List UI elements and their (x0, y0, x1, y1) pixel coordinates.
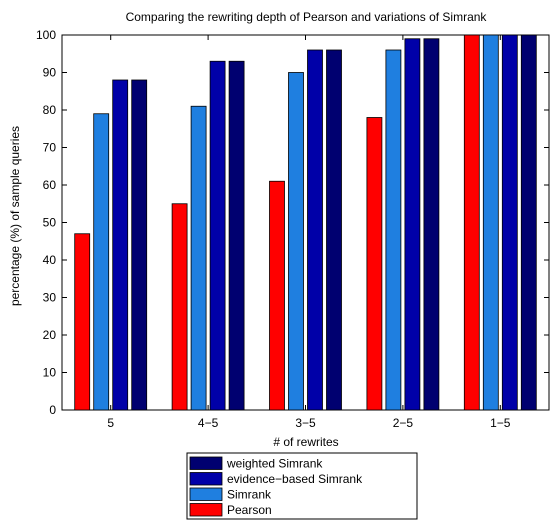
x-tick-label: 5 (107, 416, 114, 430)
bar-pearson-2 (171, 203, 188, 411)
y-axis-label: percentage (%) of sample queries (8, 126, 22, 306)
bar-evidence-based-simrank-5 (501, 34, 518, 411)
x-tick-label: 3−5 (295, 416, 316, 430)
bar-evidence-based-simrank-4 (404, 38, 421, 411)
bar-simrank-4 (385, 49, 402, 411)
bar-weighted-simrank-3 (326, 49, 342, 411)
y-tick-label: 70 (43, 141, 57, 155)
bar-simrank-3 (288, 72, 304, 411)
legend-swatch (189, 503, 223, 517)
y-tick-label: 60 (43, 178, 57, 192)
y-tick-label: 100 (36, 28, 56, 42)
y-tick-label: 80 (43, 103, 57, 117)
y-tick-label: 0 (49, 403, 56, 417)
plot-area: 0 10 20 30 40 50 60 70 80 90 100 5 4−5 3−5 2−5 1−5 (36, 28, 550, 430)
bar-simrank-1 (93, 113, 110, 411)
bar-evidence-based-simrank-2 (209, 60, 226, 411)
bar-pearson-3 (269, 180, 285, 411)
bar-pearson-4 (366, 117, 383, 411)
legend-label: evidence−based Simrank (227, 472, 363, 486)
y-tick-label: 90 (43, 66, 57, 80)
x-axis-label: # of rewrites (273, 435, 338, 449)
y-tick-label: 50 (43, 216, 57, 230)
x-tick-label: 1−5 (490, 416, 511, 430)
x-tick-label: 2−5 (393, 416, 414, 430)
bar-evidence-based-simrank-1 (112, 79, 129, 411)
chart-title: Comparing the rewriting depth of Pearson… (126, 10, 488, 24)
legend-label: Pearson (227, 503, 272, 517)
y-tick-label: 30 (43, 291, 57, 305)
legend-swatch (189, 456, 223, 470)
bar-weighted-simrank-4 (423, 38, 440, 411)
legend-label: Simrank (227, 488, 272, 502)
y-tick-label: 10 (43, 366, 57, 380)
legend-label: weighted Simrank (226, 457, 323, 471)
legend-swatch (189, 472, 223, 486)
bar-pearson-5 (463, 34, 480, 411)
bar-evidence-based-simrank-3 (307, 49, 323, 411)
x-tick-label: 4−5 (198, 416, 219, 430)
bar-weighted-simrank-1 (131, 79, 148, 411)
bar-simrank-5 (482, 34, 499, 411)
legend-swatch (189, 487, 223, 501)
y-tick-label: 20 (43, 328, 57, 342)
bar-simrank-2 (190, 105, 207, 411)
bar-weighted-simrank-5 (520, 34, 537, 411)
y-tick-label: 40 (43, 253, 57, 267)
legend-box (186, 452, 418, 520)
bar-pearson-1 (74, 233, 91, 411)
bar-weighted-simrank-2 (228, 60, 245, 411)
